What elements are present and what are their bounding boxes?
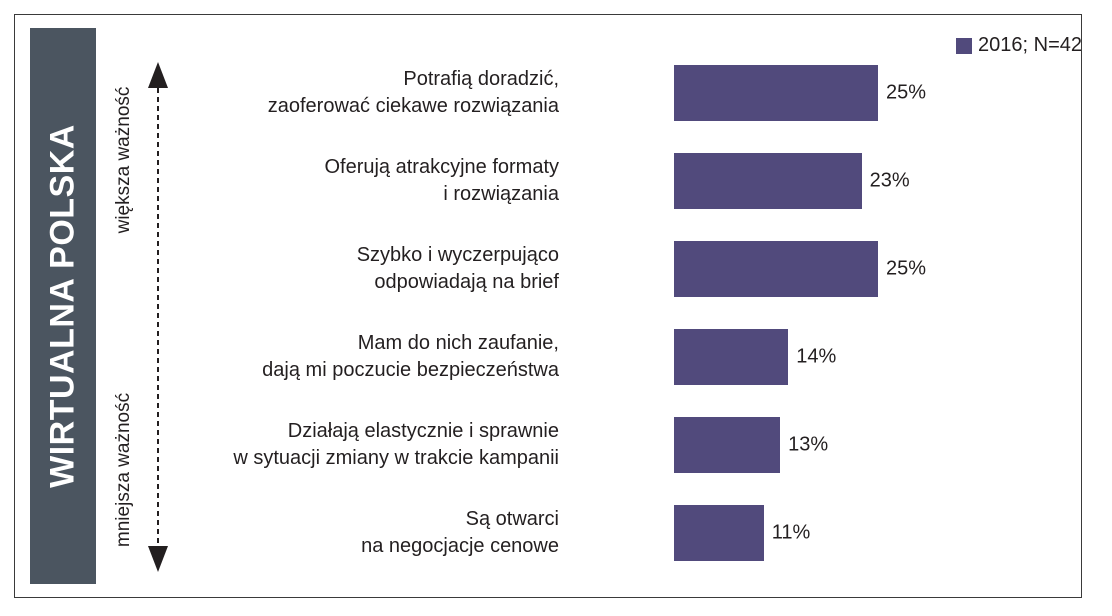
bar <box>674 329 789 385</box>
value-label: 25% <box>886 257 927 280</box>
category-label-line: Mam do nich zaufanie, <box>357 332 559 354</box>
category-label-line: Szybko i wyczerpująco <box>356 244 559 266</box>
legend-swatch <box>956 37 973 54</box>
value-label: 13% <box>788 433 829 456</box>
category-label: Działają elastycznie i sprawnie w sytuacj… <box>139 418 559 472</box>
company-name: WIRTUALNA POLSKA <box>43 124 82 488</box>
lower-importance-label: mniejsza ważność <box>113 392 134 548</box>
importance-arrow-icon <box>148 62 168 572</box>
category-label: Szybko i wyczerpująco odpowiadają na brie… <box>139 242 559 296</box>
category-label-line: zaoferować ciekawe rozwiązania <box>267 95 559 117</box>
higher-importance-label: większa ważność <box>113 86 134 234</box>
side-band <box>30 28 96 584</box>
category-label: Oferują atrakcyjne formaty i rozwiązania <box>139 154 559 208</box>
category-label-line: i rozwiązania <box>443 183 559 205</box>
value-label: 25% <box>886 81 927 104</box>
value-label: 14% <box>796 345 837 368</box>
legend: 2016; N=42 <box>956 34 1082 57</box>
category-label: Są otwarci na negocjacje cenowe <box>139 506 559 560</box>
chart-frame <box>14 14 1082 598</box>
value-label: 11% <box>771 521 811 544</box>
category-label-line: w sytuacji zmiany w trakcie kampanii <box>233 447 559 469</box>
category-label-line: Są otwarci <box>465 508 559 530</box>
bar <box>674 241 878 297</box>
category-label-line: odpowiadają na brief <box>374 271 559 293</box>
category-label: Mam do nich zaufanie, dają mi poczucie be… <box>139 330 559 384</box>
category-label-line: Oferują atrakcyjne formaty <box>324 156 559 178</box>
bar <box>674 505 764 561</box>
bar <box>674 417 781 473</box>
category-label: Potrafią doradzić, zaoferować ciekawe roz… <box>139 66 559 120</box>
legend-label: 2016; N=42 <box>978 34 1082 56</box>
value-label: 23% <box>869 169 910 192</box>
category-label-line: Potrafią doradzić, <box>403 68 559 90</box>
category-label-line: na negocjacje cenowe <box>361 535 559 557</box>
bar <box>674 153 862 209</box>
bar <box>674 65 878 121</box>
category-label-line: dają mi poczucie bezpieczeństwa <box>262 359 559 381</box>
category-label-line: Działają elastycznie i sprawnie <box>287 420 559 442</box>
